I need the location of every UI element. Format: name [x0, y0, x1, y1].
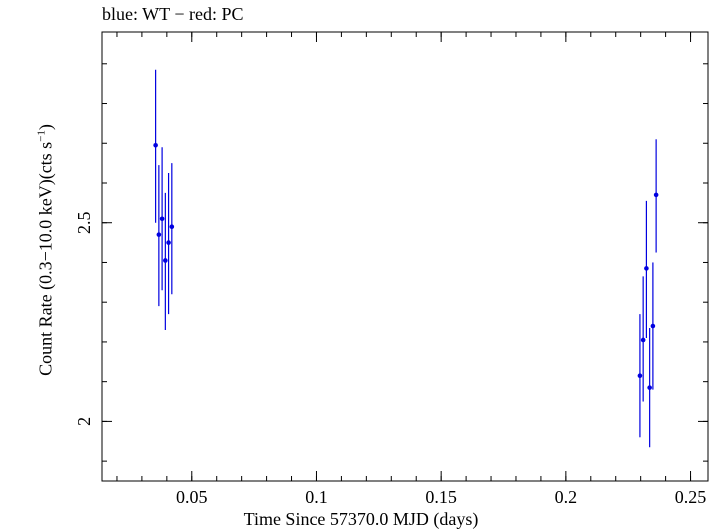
data-points [153, 69, 659, 448]
y-tick-label: 2 [74, 417, 94, 426]
axis-ticks: 0.05 0.1 0.15 0.2 0.25 2 2.5 [74, 32, 708, 507]
x-tick-label: 0.25 [675, 487, 707, 507]
data-point [650, 323, 656, 329]
data-point [647, 385, 652, 390]
data-point [644, 266, 649, 271]
y-axis-label-end: ) [35, 124, 56, 131]
data-point [153, 142, 158, 148]
data-point [163, 258, 168, 263]
y-axis-label: Count Rate (0.3−10.0 keV)(cts s−1) [36, 124, 57, 376]
data-point [159, 216, 165, 222]
data-point [637, 373, 643, 379]
x-axis-label: Time Since 57370.0 MJD (days) [243, 509, 479, 529]
x-tick-label: 0.05 [176, 487, 208, 507]
plot-frame [101, 31, 709, 482]
x-tick-label: 0.2 [555, 487, 578, 507]
chart-title: blue: WT − red: PC [102, 4, 244, 24]
data-point [166, 240, 171, 245]
data-point [156, 232, 162, 237]
y-axis-label-area: Count Rate (0.3−10.0 keV)(cts s−1) [0, 0, 60, 532]
x-tick-label: 0.15 [425, 487, 457, 507]
data-point [653, 192, 659, 198]
y-axis-label-main: Count Rate (0.3−10.0 keV)(cts s [35, 141, 56, 376]
y-axis-label-exponent: −1 [35, 130, 48, 142]
data-point [169, 224, 175, 229]
x-tick-label: 0.1 [305, 487, 328, 507]
y-tick-label: 2.5 [74, 211, 94, 234]
data-point [640, 337, 646, 343]
